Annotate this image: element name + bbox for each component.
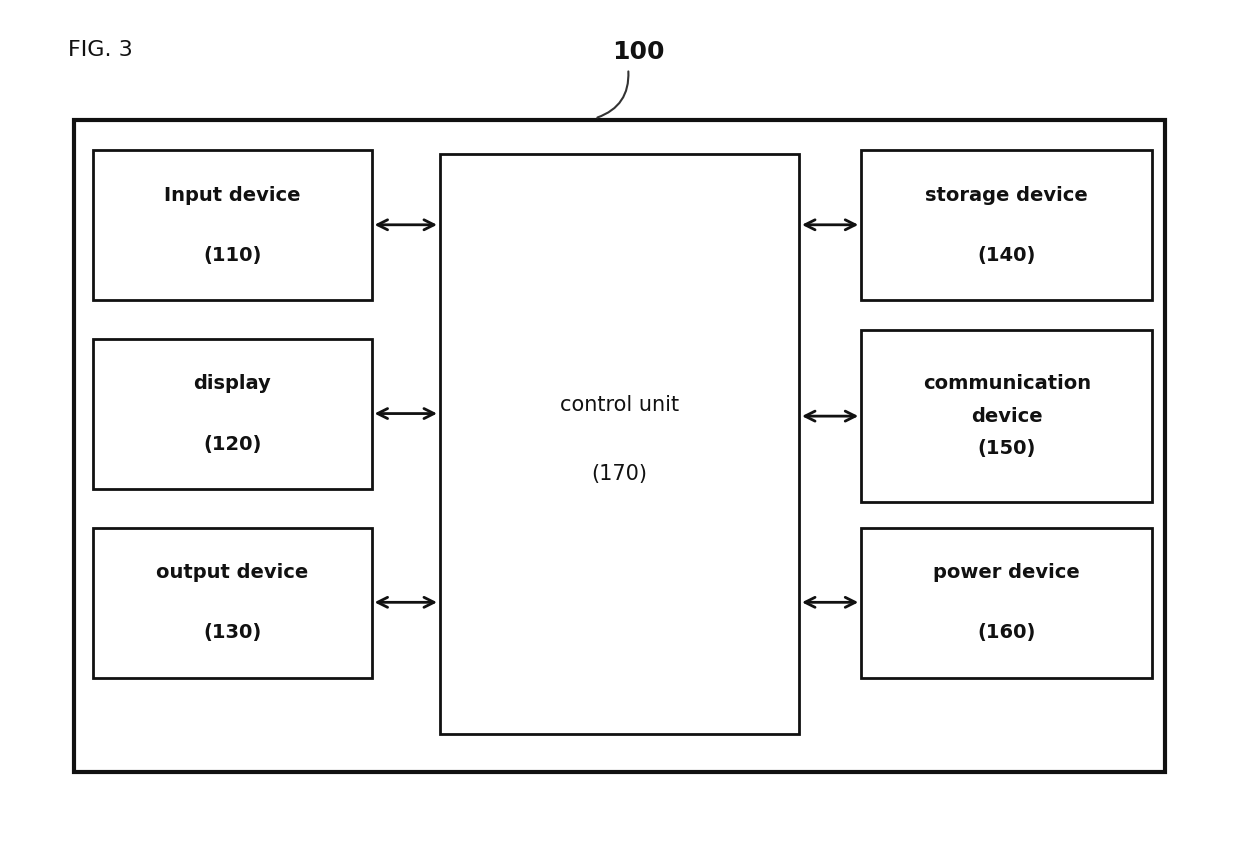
- Text: (140): (140): [978, 245, 1036, 265]
- Bar: [93, 150, 372, 300]
- Bar: [93, 339, 372, 489]
- Bar: [440, 154, 799, 734]
- Text: (170): (170): [591, 464, 648, 484]
- Text: (120): (120): [203, 434, 261, 454]
- Text: (150): (150): [978, 439, 1036, 458]
- Text: output device: output device: [156, 563, 309, 583]
- Text: FIG. 3: FIG. 3: [68, 40, 133, 60]
- Bar: [74, 120, 1165, 772]
- Text: Input device: Input device: [164, 185, 301, 205]
- Text: control unit: control unit: [560, 396, 679, 415]
- Text: (130): (130): [203, 623, 261, 643]
- Bar: [93, 528, 372, 678]
- Text: display: display: [193, 374, 271, 394]
- Text: (110): (110): [203, 245, 261, 265]
- Text: device: device: [971, 407, 1042, 426]
- Bar: [861, 150, 1152, 300]
- Text: communication: communication: [923, 374, 1090, 393]
- Bar: [861, 330, 1152, 502]
- Text: (160): (160): [978, 623, 1036, 643]
- Text: 100: 100: [612, 40, 664, 64]
- Text: storage device: storage device: [926, 185, 1088, 205]
- Text: power device: power device: [933, 563, 1080, 583]
- Bar: [861, 528, 1152, 678]
